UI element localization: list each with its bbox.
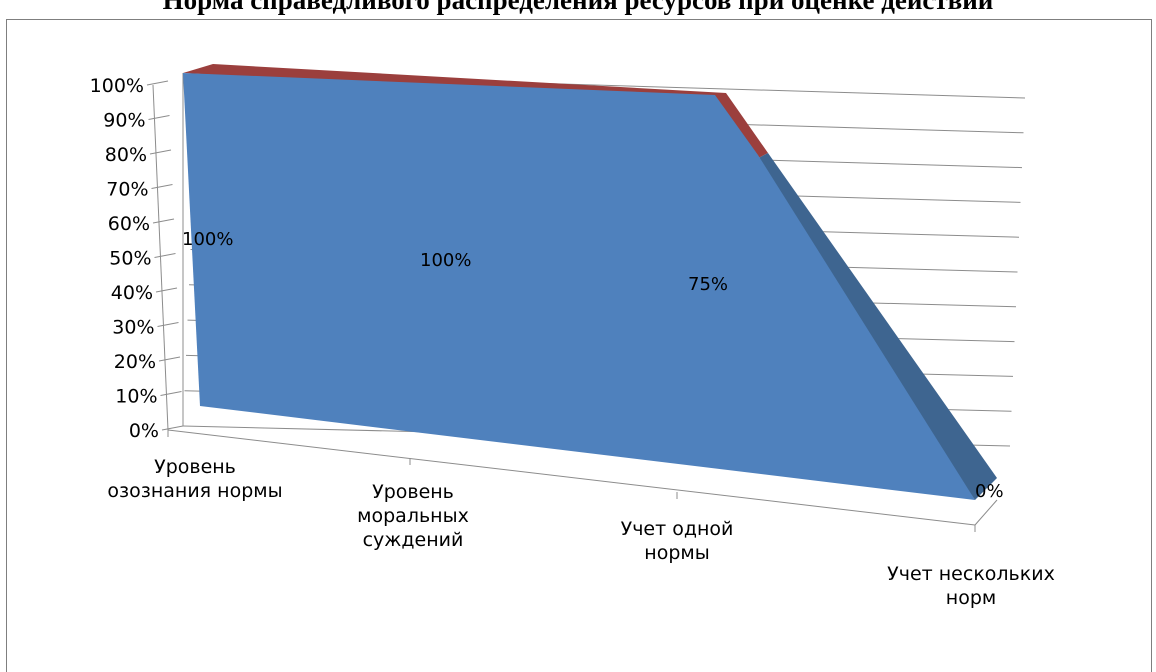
y-tick-label: 60% <box>108 213 150 235</box>
axes <box>146 73 998 532</box>
y-tick <box>149 149 172 155</box>
category-label: Учет одной нормы <box>621 518 734 564</box>
category-label-line: суждений <box>363 529 464 551</box>
category-axis <box>167 429 976 526</box>
y-tick-label: 10% <box>115 386 157 408</box>
floor-edge <box>974 499 998 526</box>
y-tick <box>161 425 184 431</box>
category-label-line: Учет нескольких <box>887 563 1055 585</box>
y-tick <box>155 287 178 293</box>
category-label: Уровень моральных суждений <box>357 481 469 551</box>
category-label-line: нормы <box>644 542 709 564</box>
series-1-front-face <box>183 73 975 500</box>
y-tick <box>157 322 179 327</box>
y-tick-label: 70% <box>106 179 148 201</box>
labels: 0% 10% 20% 30% 40% 50% 60% 70% 80% 90% 100% 100% 100… <box>90 75 1055 609</box>
series-2-top-face <box>183 64 768 165</box>
y-tick-label: 100% <box>90 75 144 97</box>
data-label: 100% <box>182 229 233 250</box>
page-title: Норма справедливого распределения ресурс… <box>162 0 994 15</box>
category-label-line: моральных <box>357 505 469 527</box>
category-label: Учет нескольких норм <box>887 563 1055 609</box>
y-tick-label: 0% <box>129 420 159 442</box>
value-axis <box>152 84 169 431</box>
y-tick <box>158 356 181 362</box>
data-label: 0% <box>975 481 1004 502</box>
y-tick <box>160 391 182 396</box>
category-label-line: норм <box>946 587 996 609</box>
y-tick <box>148 115 170 120</box>
category-label: Уровень озознания нормы <box>107 456 282 502</box>
y-tick-label: 80% <box>105 144 147 166</box>
y-tick-label: 30% <box>112 317 154 339</box>
y-tick-label: 40% <box>111 282 153 304</box>
category-label-line: озознания нормы <box>107 480 282 502</box>
y-tick <box>154 253 176 258</box>
y-tick-label: 90% <box>103 110 145 132</box>
y-tick-label: 50% <box>109 248 151 270</box>
y-tick <box>151 184 173 189</box>
category-label-line: Уровень <box>154 456 236 478</box>
category-label-line: Учет одной <box>621 518 734 540</box>
data-label: 100% <box>420 250 471 271</box>
y-tick <box>146 80 169 86</box>
series-area <box>183 64 997 500</box>
data-label: 75% <box>688 274 728 295</box>
category-label-line: Уровень <box>372 481 454 503</box>
y-tick <box>152 218 175 224</box>
y-tick-label: 20% <box>114 351 156 373</box>
